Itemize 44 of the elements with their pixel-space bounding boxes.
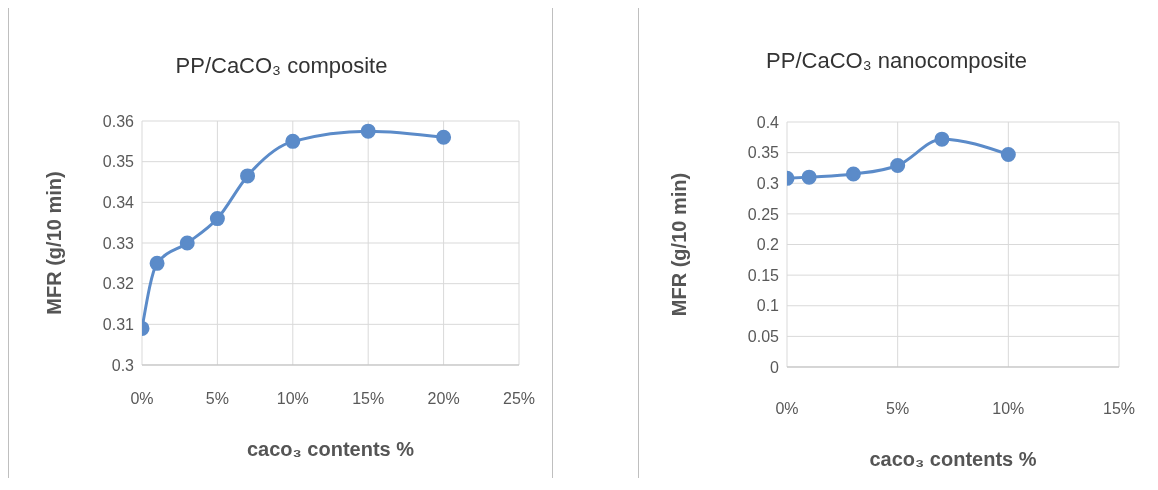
x-tick-label: 20%	[427, 390, 460, 408]
x-axis-title: caco₃ contents %	[868, 448, 1038, 471]
y-tick-label: 0.35	[102, 153, 135, 171]
x-tick-label: 0%	[775, 400, 799, 418]
point	[890, 157, 906, 173]
y-tick-label: 0.25	[747, 205, 780, 223]
point	[149, 255, 165, 271]
x-tick-label: 15%	[352, 390, 385, 408]
point	[179, 235, 195, 251]
point	[845, 166, 861, 182]
point	[285, 133, 301, 149]
point	[436, 129, 452, 145]
y-axis-title: MFR (g/10 min)	[668, 172, 691, 317]
y-tick-label: 0.15	[747, 266, 780, 284]
y-tick-label: 0.33	[102, 234, 135, 252]
y-tick-label: 0.1	[756, 297, 780, 315]
y-tick-label: 0.31	[102, 316, 135, 334]
y-tick-label: 0.35	[747, 144, 780, 162]
x-tick-label: 10%	[992, 400, 1025, 418]
y-tick-label: 0.34	[102, 194, 135, 212]
point	[209, 211, 225, 227]
chart-title: PP/CaCO₃ composite	[174, 53, 389, 79]
point	[934, 131, 950, 147]
y-tick-label: 0.2	[756, 236, 780, 254]
point	[360, 123, 376, 139]
point	[1000, 146, 1016, 162]
x-tick-label: 25%	[502, 390, 536, 408]
chart-title: PP/CaCO₃ nanocomposite	[765, 48, 1028, 74]
y-tick-label: 0.32	[102, 275, 135, 293]
point	[240, 168, 256, 184]
y-tick-label: 0	[770, 358, 780, 376]
x-tick-label: 0%	[130, 390, 154, 408]
x-axis-title: caco₃ contents %	[245, 438, 416, 461]
y-axis-title: MFR (g/10 min)	[43, 171, 66, 315]
y-tick-label: 0.36	[102, 112, 135, 130]
point	[801, 169, 817, 185]
x-tick-label: 5%	[886, 400, 910, 418]
x-tick-label: 15%	[1102, 400, 1136, 418]
y-tick-label: 0.3	[756, 174, 780, 192]
y-tick-label: 0.05	[747, 328, 780, 346]
x-tick-label: 10%	[276, 390, 309, 408]
y-tick-label: 0.4	[756, 113, 780, 131]
x-tick-label: 5%	[205, 390, 229, 408]
y-tick-label: 0.3	[111, 356, 135, 374]
